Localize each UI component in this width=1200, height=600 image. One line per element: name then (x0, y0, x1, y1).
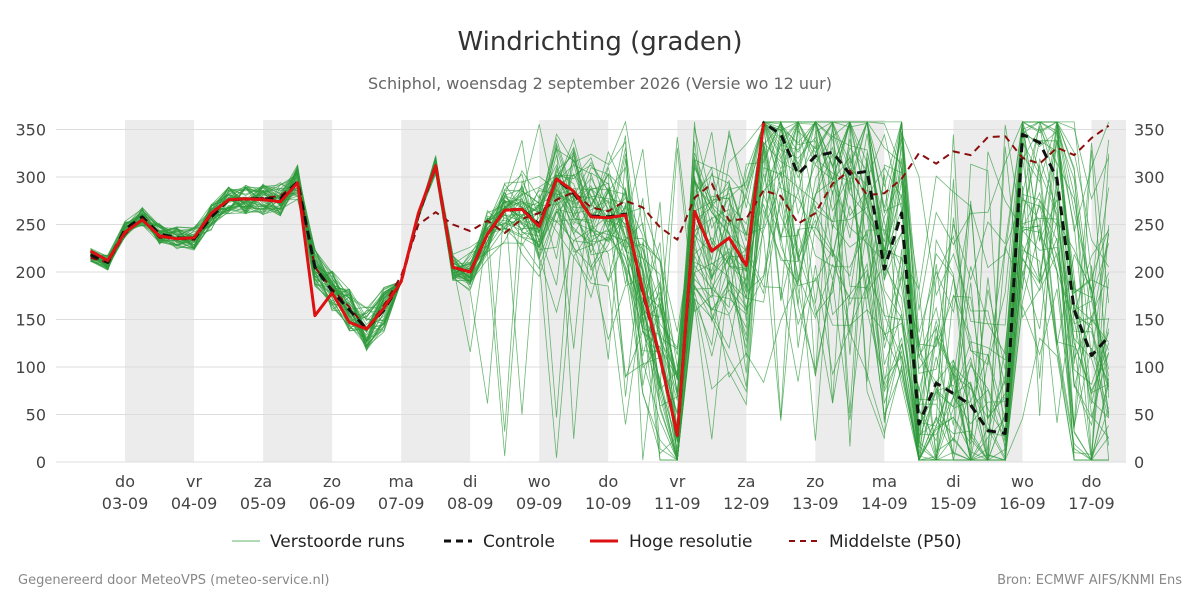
x-tick-day: do (1082, 472, 1102, 491)
y-tick-label: 0 (36, 453, 46, 472)
x-tick-day: di (946, 472, 961, 491)
day-shade (125, 120, 195, 462)
x-tick-date: 12-09 (723, 494, 770, 513)
plot-area (56, 120, 1126, 463)
x-tick-date: 04-09 (171, 494, 218, 513)
ensemble-lines (90, 120, 1110, 462)
x-tick-date: 11-09 (654, 494, 701, 513)
y-tick-label-right: 350 (1134, 121, 1165, 140)
y-tick-label-right: 300 (1134, 168, 1165, 187)
x-tick-date: 15-09 (930, 494, 977, 513)
high-resolution-line (89, 122, 766, 437)
x-tick-day: wo (1011, 472, 1034, 491)
y-tick-label: 100 (15, 358, 46, 377)
ensemble-member-line (90, 122, 1110, 461)
x-tick-day: wo (528, 472, 551, 491)
legend-ensemble-label: Verstoorde runs (270, 532, 405, 552)
x-tick-date: 14-09 (861, 494, 908, 513)
x-tick-day: za (737, 472, 755, 491)
x-tick-date: 05-09 (240, 494, 287, 513)
y-tick-label: 300 (15, 168, 46, 187)
x-axis: do 03-09 vr 04-09 za 05-09 zo 06-09 ma 07-09 di 08-… (102, 472, 1115, 513)
x-tick-day: do (115, 472, 135, 491)
x-tick-day: vr (186, 472, 202, 491)
legend-control-label: Controle (483, 532, 555, 552)
x-tick-day: vr (669, 472, 685, 491)
y-tick-label: 50 (26, 406, 46, 425)
y-tick-label-right: 50 (1134, 406, 1154, 425)
x-tick-day: di (463, 472, 478, 491)
ensemble-member-line (90, 121, 1110, 444)
legend-highres-label: Hoge resolutie (629, 532, 753, 552)
chart-title: Windrichting (graden) (457, 27, 742, 57)
x-tick-date: 07-09 (378, 494, 425, 513)
x-tick-date: 16-09 (999, 494, 1046, 513)
chart-subtitle: Schiphol, woensdag 2 september 2026 (Ver… (368, 74, 832, 93)
y-tick-label-right: 200 (1134, 263, 1165, 282)
x-tick-day: zo (806, 472, 824, 491)
ensemble-member-line (90, 120, 1110, 461)
x-tick-date: 09-09 (516, 494, 563, 513)
y-tick-label-right: 250 (1134, 216, 1165, 235)
x-tick-day: do (598, 472, 618, 491)
ensemble-member-line (90, 121, 1110, 428)
x-tick-date: 06-09 (309, 494, 356, 513)
x-tick-day: ma (388, 472, 413, 491)
x-tick-day: zo (323, 472, 341, 491)
legend: Verstoorde runs Controle Hoge resolutie … (232, 532, 962, 552)
y-axis-left: 0 50 100 150 200 250 300 350 (15, 121, 46, 473)
y-tick-label-right: 150 (1134, 311, 1165, 330)
footer-source: Bron: ECMWF AIFS/KNMI Ens (997, 573, 1182, 588)
day-shade (1091, 120, 1126, 462)
x-tick-day: za (254, 472, 272, 491)
ensemble-member-line (90, 146, 1109, 461)
x-tick-date: 17-09 (1068, 494, 1115, 513)
y-tick-label-right: 100 (1134, 358, 1165, 377)
y-tick-label-right: 0 (1134, 453, 1144, 472)
ensemble-member-line (90, 121, 1110, 462)
y-axis-right: 0 50 100 150 200 250 300 350 (1134, 121, 1165, 473)
x-tick-date: 10-09 (585, 494, 632, 513)
y-tick-label: 350 (15, 121, 46, 140)
x-tick-day: ma (872, 472, 897, 491)
x-tick-date: 03-09 (102, 494, 149, 513)
ensemble-member-line (90, 120, 1110, 461)
y-tick-label: 150 (15, 311, 46, 330)
x-tick-date: 08-09 (447, 494, 494, 513)
series-lines (89, 121, 1110, 437)
footer-generator: Gegenereerd door MeteoVPS (meteo-service… (18, 573, 329, 588)
y-tick-label: 250 (15, 216, 46, 235)
legend-median-label: Middelste (P50) (829, 532, 962, 552)
ensemble-member-line (90, 159, 1109, 461)
x-tick-date: 13-09 (792, 494, 839, 513)
y-tick-label: 200 (15, 263, 46, 282)
